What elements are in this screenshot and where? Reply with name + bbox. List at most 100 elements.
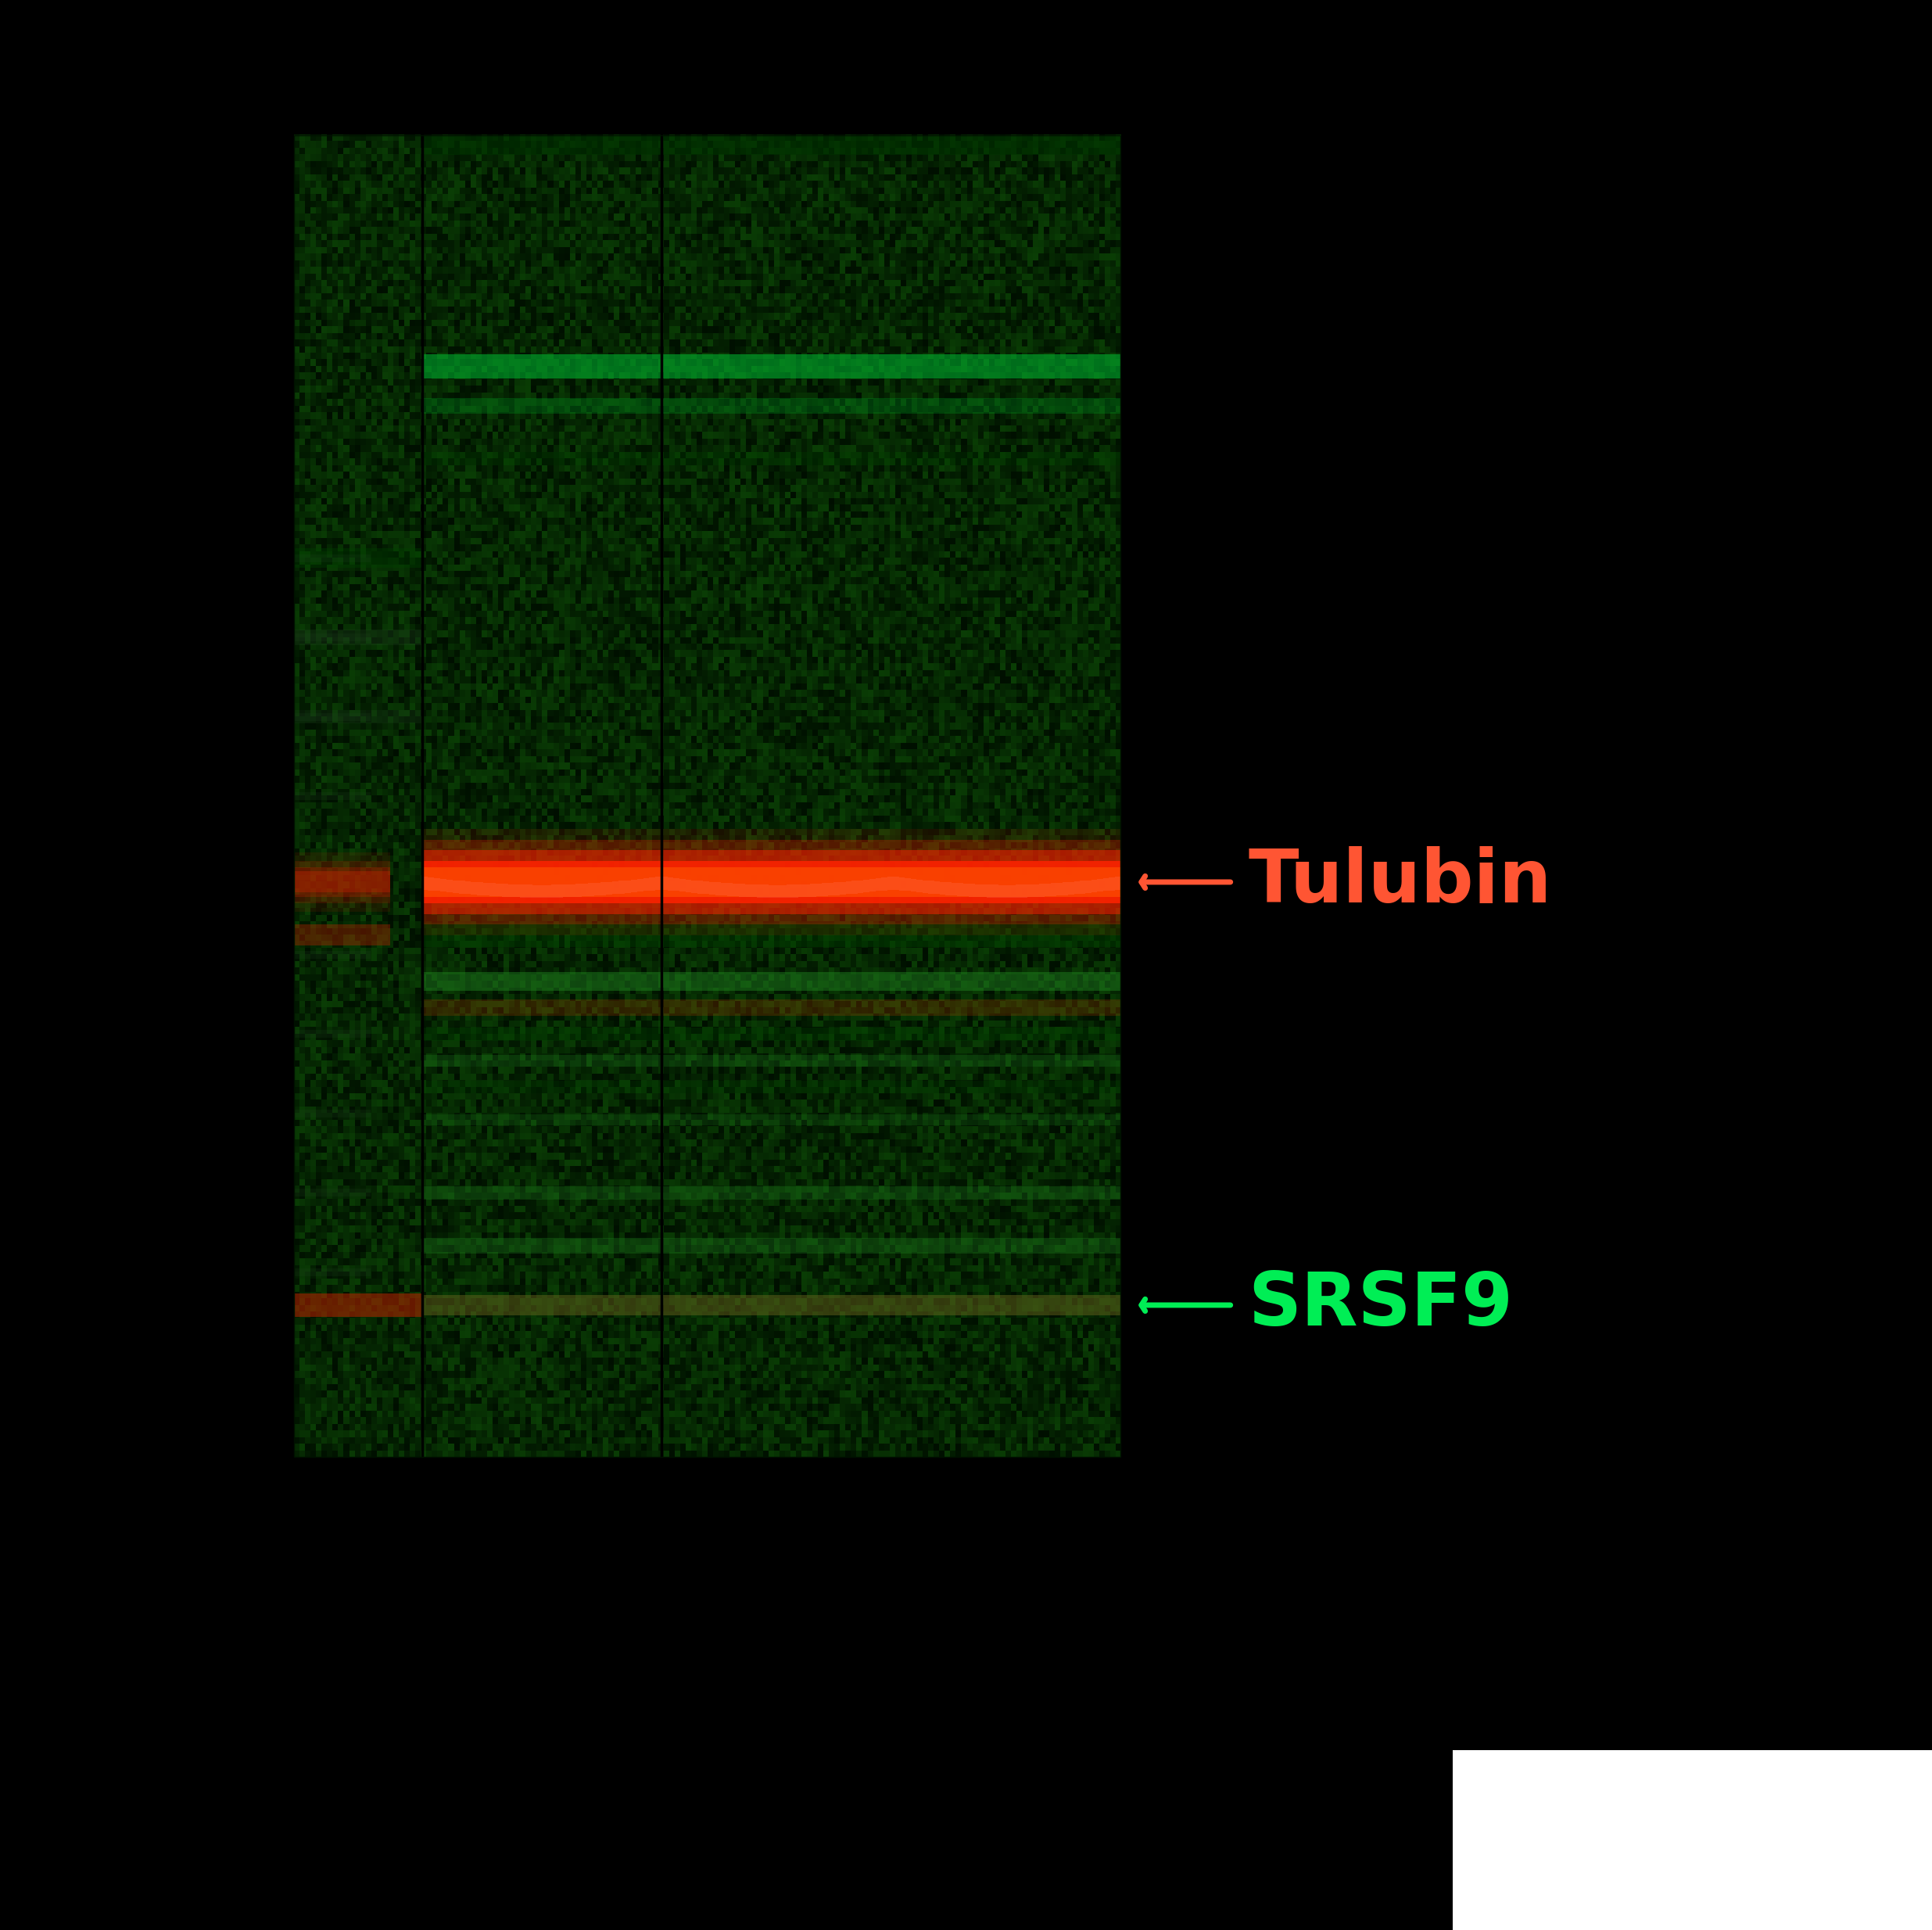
Bar xyxy=(661,1187,893,1199)
Bar xyxy=(294,791,371,801)
Bar xyxy=(927,880,933,894)
Bar xyxy=(556,884,564,897)
Bar xyxy=(840,882,846,894)
Bar xyxy=(893,840,1121,924)
Bar xyxy=(564,884,570,897)
Bar xyxy=(458,880,466,894)
Bar xyxy=(576,884,582,897)
Bar xyxy=(709,882,715,894)
Bar xyxy=(893,867,1121,897)
Bar xyxy=(551,884,556,897)
Bar xyxy=(680,878,686,892)
Bar xyxy=(421,1027,661,1040)
Bar xyxy=(721,882,726,896)
Bar xyxy=(618,880,624,894)
Bar xyxy=(893,973,1121,990)
Bar xyxy=(674,878,680,892)
Bar xyxy=(910,878,916,892)
Bar xyxy=(703,882,709,894)
Bar xyxy=(421,923,661,948)
Bar xyxy=(804,884,810,897)
Bar xyxy=(810,884,815,897)
Bar xyxy=(835,882,840,896)
Bar xyxy=(893,830,1121,934)
Bar xyxy=(294,1110,371,1117)
Bar xyxy=(769,884,775,897)
Bar xyxy=(827,882,835,896)
Bar xyxy=(489,884,497,896)
Bar xyxy=(697,880,703,894)
Bar xyxy=(821,884,827,896)
Bar xyxy=(798,884,804,897)
Bar xyxy=(421,1295,661,1314)
Bar xyxy=(421,1000,661,1015)
Bar xyxy=(539,886,545,897)
Bar xyxy=(624,880,632,894)
Bar xyxy=(752,884,757,897)
Bar xyxy=(421,851,661,913)
Bar xyxy=(601,882,607,896)
Bar xyxy=(440,878,446,892)
Bar xyxy=(732,884,738,896)
Bar xyxy=(1016,884,1022,897)
Bar xyxy=(661,1081,893,1092)
Bar xyxy=(893,851,1121,913)
Bar xyxy=(466,882,471,894)
Bar xyxy=(421,1116,661,1125)
Bar xyxy=(612,882,618,894)
Bar xyxy=(893,452,1121,465)
Bar xyxy=(502,884,508,897)
Bar xyxy=(421,1237,661,1254)
Bar xyxy=(933,882,939,894)
Bar xyxy=(497,884,502,896)
Bar xyxy=(893,1295,1121,1314)
Bar xyxy=(786,884,792,897)
Bar xyxy=(661,355,893,378)
Bar xyxy=(916,880,922,892)
Bar xyxy=(1109,878,1115,890)
Bar xyxy=(421,135,661,154)
Bar xyxy=(582,884,587,896)
Bar xyxy=(692,880,697,894)
Bar xyxy=(893,923,1121,948)
Bar xyxy=(294,548,421,567)
Bar xyxy=(964,884,970,896)
Bar xyxy=(945,882,951,896)
Bar xyxy=(294,1031,371,1038)
Bar xyxy=(294,853,390,911)
Bar xyxy=(533,884,539,897)
Bar xyxy=(421,355,661,378)
Bar xyxy=(452,880,458,894)
Bar xyxy=(661,452,893,465)
Bar xyxy=(757,884,763,897)
Bar xyxy=(893,1027,1121,1040)
Bar xyxy=(545,884,551,897)
Bar xyxy=(294,710,421,724)
Bar xyxy=(421,861,661,903)
Bar xyxy=(294,1268,371,1276)
Bar xyxy=(638,878,643,892)
Bar xyxy=(643,878,649,892)
Bar xyxy=(1103,878,1109,892)
Bar xyxy=(429,878,435,890)
Bar xyxy=(661,1054,893,1067)
Bar xyxy=(1115,876,1121,890)
Bar xyxy=(661,1000,893,1015)
Bar xyxy=(951,882,956,896)
Bar xyxy=(1068,882,1074,894)
Bar xyxy=(526,884,533,897)
Bar xyxy=(922,880,927,894)
Bar xyxy=(1039,884,1045,897)
Bar xyxy=(893,1295,1121,1314)
Bar xyxy=(587,884,593,896)
Bar xyxy=(893,1054,1121,1067)
Bar xyxy=(294,924,390,946)
Bar xyxy=(1010,884,1016,897)
Bar xyxy=(661,1027,893,1040)
Bar xyxy=(661,867,893,897)
Bar xyxy=(294,872,390,894)
Bar xyxy=(294,629,421,645)
Bar xyxy=(875,878,881,892)
Bar xyxy=(893,1116,1121,1125)
Bar xyxy=(1453,1751,1932,1930)
